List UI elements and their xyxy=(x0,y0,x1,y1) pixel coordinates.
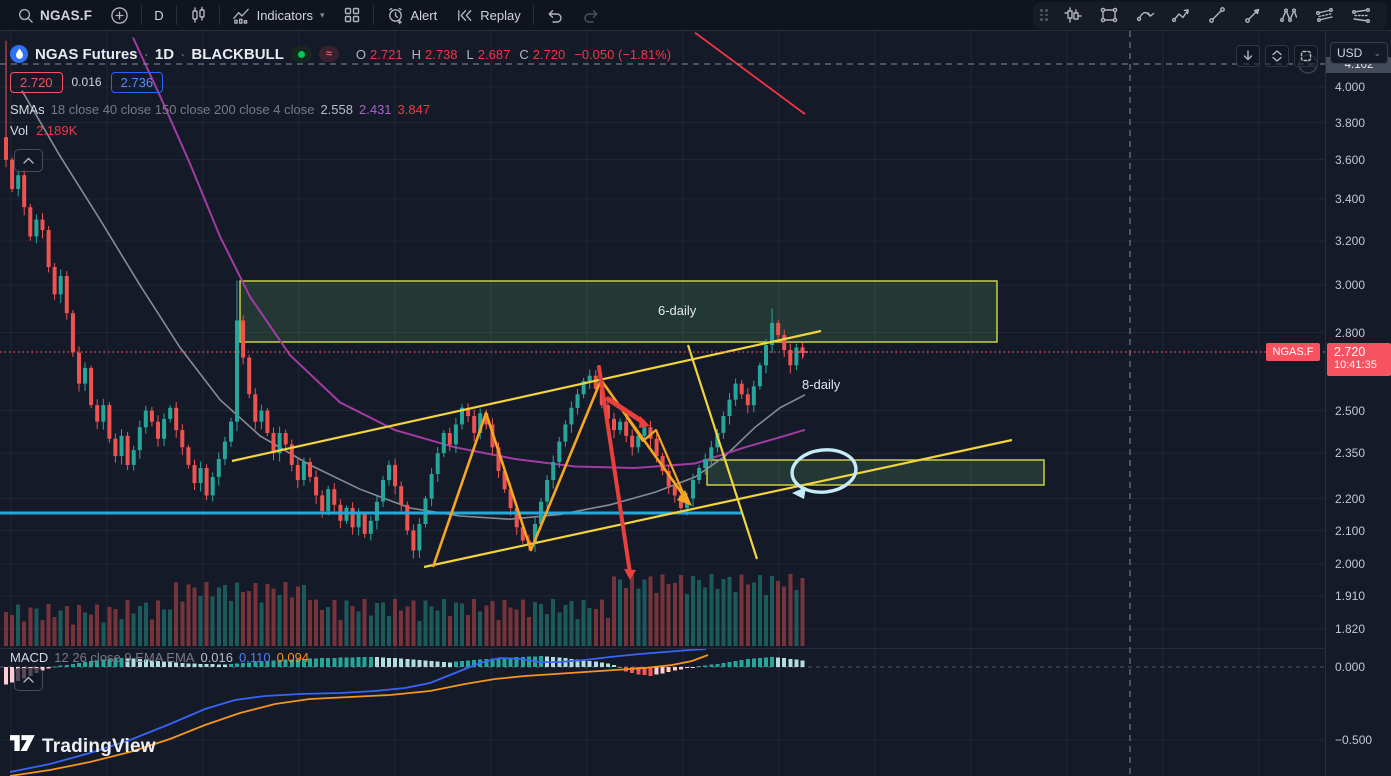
replay-button[interactable]: Replay xyxy=(446,2,529,28)
disjoint-channel-tool-button[interactable] xyxy=(1343,2,1379,28)
zone-label-6-daily[interactable]: 6-daily xyxy=(658,303,697,318)
macd-pane-collapse-button[interactable] xyxy=(14,668,43,691)
price-tick-label: 2.350 xyxy=(1335,446,1366,461)
drawing-tools-toolbar xyxy=(1033,1,1387,29)
alert-label: Alert xyxy=(410,7,438,23)
price-line-symbol-tag: NGAS.F xyxy=(1266,343,1320,361)
interval-label: D xyxy=(154,7,164,23)
alarm-clock-icon xyxy=(386,6,405,25)
price-tick-label: 3.000 xyxy=(1335,278,1366,293)
pane-buttons xyxy=(1236,45,1318,67)
toolbar-divider xyxy=(532,5,534,25)
toolbar-divider xyxy=(175,5,177,25)
indicators-label: Indicators xyxy=(256,7,313,23)
interval-button[interactable]: D xyxy=(145,2,172,28)
legend-symbol-title[interactable]: NGAS Futures · 1D · BLACKBULL xyxy=(35,45,284,63)
bar-pattern-tool-button[interactable] xyxy=(1055,2,1091,28)
price-tick-label: 2.000 xyxy=(1335,557,1366,572)
top-toolbar: NGAS.F D Indicators xyxy=(0,0,1391,31)
price-tick-label: 3.600 xyxy=(1335,152,1366,167)
price-tick-label: 1.820 xyxy=(1335,622,1366,636)
arrow-tool-button[interactable] xyxy=(1235,2,1271,28)
alert-button[interactable]: Alert xyxy=(377,2,447,28)
price-tick-label: 3.200 xyxy=(1335,233,1366,248)
trend-line-tool-button[interactable] xyxy=(1199,2,1235,28)
price-tick-label: 1.910 xyxy=(1335,588,1366,603)
toolbar-divider xyxy=(218,5,220,25)
rectangle-tool-button[interactable] xyxy=(1091,2,1127,28)
scroll-to-recent-bar-button[interactable] xyxy=(1236,45,1260,67)
change-value: −0.050 (−1.81%) xyxy=(574,46,672,62)
macd-indicator-row[interactable]: MACD 12 26 close 9 EMA EMA 0.016 0.110 0… xyxy=(10,650,310,665)
toolbar-divider xyxy=(372,5,374,25)
tradingview-watermark[interactable]: TradingView xyxy=(10,735,156,758)
replay-label: Replay xyxy=(480,7,521,23)
xabcd-pattern-tool-button[interactable] xyxy=(1271,2,1307,28)
replay-icon xyxy=(455,6,474,25)
macd-tick-label: −0.500 xyxy=(1335,733,1373,747)
volume-indicator-row[interactable]: Vol 2.189K xyxy=(10,123,78,138)
indicator-templates-button[interactable] xyxy=(334,2,370,28)
market-open-dot-icon xyxy=(297,50,305,58)
plus-circle-icon xyxy=(110,6,129,25)
redo-icon xyxy=(582,6,600,24)
candles-icon xyxy=(189,6,207,24)
indicators-button[interactable]: Indicators ▾ xyxy=(223,2,334,28)
compare-add-symbol-button[interactable] xyxy=(101,2,138,28)
price-axis[interactable]: 4.102 USD ⌄ 4.000 3.800 3.600 3.400 3.200 3.0… xyxy=(1325,31,1391,776)
main-pane-collapse-button[interactable] xyxy=(14,149,43,172)
layout-grid-icon xyxy=(343,6,361,24)
symbol-name: NGAS.F xyxy=(40,7,93,23)
price-tick-label: 3.400 xyxy=(1335,192,1366,206)
delayed-data-badge[interactable]: ≈ xyxy=(318,46,339,62)
price-tick-label: 3.800 xyxy=(1335,115,1366,130)
chart-canvas[interactable] xyxy=(0,0,1325,776)
last-price-label: 2.720 10:41:35 xyxy=(1327,343,1391,376)
price-tick-label: 2.800 xyxy=(1335,325,1366,340)
spread-value: 0.016 xyxy=(71,75,102,89)
chart-legend: NGAS Futures · 1D · BLACKBULL ≈ O 2.721 H… xyxy=(10,44,676,138)
undo-button[interactable] xyxy=(537,2,573,28)
price-tick-label: 4.000 xyxy=(1335,80,1366,95)
chevron-down-icon: ▾ xyxy=(319,9,325,20)
polyline-tool-button[interactable] xyxy=(1163,2,1199,28)
search-icon xyxy=(17,7,34,24)
fullscreen-pane-button[interactable] xyxy=(1294,45,1318,67)
parallel-channel-tool-button[interactable] xyxy=(1307,2,1343,28)
indicators-icon xyxy=(232,6,251,25)
symbol-flame-icon xyxy=(10,45,28,63)
curve-tool-button[interactable] xyxy=(1127,2,1163,28)
price-tick-label: 2.200 xyxy=(1335,491,1366,506)
macd-tick-label: 0.000 xyxy=(1335,660,1366,674)
currency-dropdown[interactable]: USD ⌄ xyxy=(1330,42,1388,64)
buy-ask-button[interactable]: 2.736 xyxy=(110,71,164,93)
maximize-pane-button[interactable] xyxy=(1265,45,1289,67)
tradingview-logo-icon xyxy=(10,735,36,758)
bar-countdown: 10:41:35 xyxy=(1334,359,1377,371)
chevron-down-icon: ⌄ xyxy=(1373,47,1381,58)
chart-style-button[interactable] xyxy=(180,2,216,28)
sell-bid-button[interactable]: 2.720 xyxy=(10,71,63,93)
price-tick-label: 2.500 xyxy=(1335,403,1366,418)
undo-icon xyxy=(546,6,564,24)
price-tick-label: 2.100 xyxy=(1335,523,1366,538)
toolbar-divider xyxy=(141,5,143,25)
smas-indicator-row[interactable]: SMAs 18 close 40 close 150 close 200 clo… xyxy=(10,102,431,117)
toolbar-drag-handle-icon[interactable] xyxy=(1040,9,1048,21)
redo-button[interactable] xyxy=(573,2,609,28)
zone-label-8-daily[interactable]: 8-daily xyxy=(802,377,841,392)
market-status-badge[interactable] xyxy=(290,46,312,62)
symbol-search-button[interactable]: NGAS.F xyxy=(8,2,101,28)
ohlc-values: O 2.721 H 2.738 L 2.687 C 2.720 −0.050 (−1.8… xyxy=(355,46,672,62)
